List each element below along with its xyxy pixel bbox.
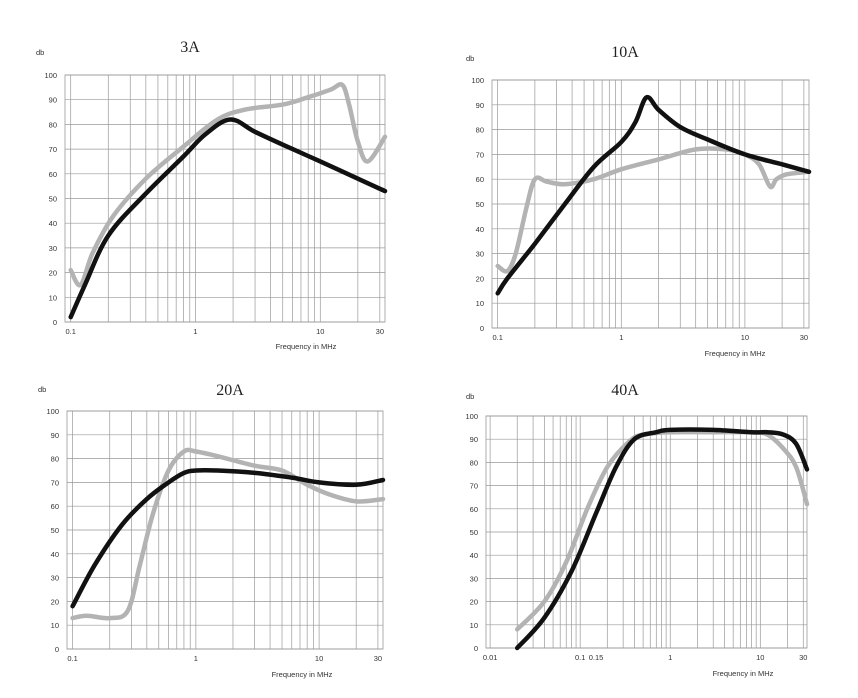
x-tick-label: 30	[799, 653, 807, 662]
y-tick-label: 20	[51, 597, 59, 606]
y-tick-label: 60	[49, 170, 57, 179]
x-axis-label: Frequency in MHz	[705, 349, 766, 358]
series-line	[495, 94, 812, 296]
y-tick-label: 10	[49, 293, 57, 302]
x-tick-label: 10	[756, 653, 764, 662]
plot-grid	[66, 410, 384, 650]
plot-frame	[491, 79, 810, 329]
x-tick-label: 1	[194, 654, 198, 663]
y-tick-label: 40	[476, 225, 484, 234]
y-tick-label: 90	[49, 96, 57, 105]
plot-frame	[485, 415, 808, 649]
y-tick-label: 30	[51, 574, 59, 583]
series-line	[68, 117, 388, 320]
chart-title: 40A	[611, 382, 639, 399]
plot-grid	[491, 79, 810, 329]
y-tick-label: 0	[474, 644, 478, 653]
plot-frame	[64, 74, 386, 323]
x-axis-label: Frequency in MHz	[713, 669, 774, 678]
x-tick-label: 30	[800, 333, 808, 342]
x-tick-label: 10	[741, 333, 749, 342]
x-tick-label: 1	[668, 653, 672, 662]
y-tick-label: 30	[470, 574, 478, 583]
y-tick-label: 70	[51, 478, 59, 487]
y-tick-label: 40	[51, 550, 59, 559]
x-tick-label: 1	[619, 333, 623, 342]
x-tick-label: 1	[193, 327, 197, 336]
y-tick-label: 0	[55, 645, 59, 654]
y-tick-label: 80	[51, 455, 59, 464]
y-tick-label: 20	[476, 274, 484, 283]
y-tick-label: 0	[53, 318, 57, 327]
y-tick-label: 0	[480, 324, 484, 333]
y-tick-label: 60	[51, 502, 59, 511]
y-axis-unit: db	[38, 385, 46, 394]
plot-grid	[64, 74, 386, 323]
series-line	[70, 467, 386, 609]
y-tick-label: 20	[49, 269, 57, 278]
y-tick-label: 10	[51, 621, 59, 630]
y-tick-label: 70	[470, 482, 478, 491]
chart-40A: 40A db Frequency in MHz 0 10 20 30 40 50 60 70 8…	[465, 382, 810, 678]
y-tick-label: 90	[470, 435, 478, 444]
y-tick-label: 60	[476, 175, 484, 184]
y-tick-label: 30	[476, 250, 484, 259]
y-axis-unit: db	[466, 392, 474, 401]
y-tick-label: 100	[471, 76, 484, 85]
x-tick-label: 30	[376, 327, 384, 336]
y-tick-label: 90	[476, 101, 484, 110]
series-line	[68, 82, 388, 288]
y-tick-label: 100	[465, 412, 478, 421]
plot-frame	[66, 410, 384, 650]
chart-3A: 3A db Frequency in MHz 0 10 20 30 40 50 60 70 80…	[36, 39, 388, 351]
x-axis-label: Frequency in MHz	[272, 670, 333, 679]
y-tick-label: 40	[49, 219, 57, 228]
y-tick-label: 50	[49, 195, 57, 204]
y-tick-label: 10	[476, 299, 484, 308]
x-tick-label: 0.1	[65, 327, 75, 336]
y-tick-label: 10	[470, 621, 478, 630]
x-tick-label: 10	[316, 327, 324, 336]
y-tick-label: 70	[476, 150, 484, 159]
series-line	[514, 427, 810, 651]
y-tick-label: 40	[470, 551, 478, 560]
series-line	[70, 447, 386, 621]
x-axis-label: Frequency in MHz	[276, 342, 337, 351]
chart-10A: 10A db Frequency in MHz 0 10 20 30 40 50 60 70 8…	[466, 44, 812, 358]
y-tick-label: 30	[49, 244, 57, 253]
x-tick-label: 0.1	[575, 653, 585, 662]
x-tick-label: 0.1	[67, 654, 77, 663]
chart-title: 10A	[611, 44, 639, 61]
y-tick-label: 80	[476, 126, 484, 135]
y-tick-label: 50	[470, 528, 478, 537]
series-line	[514, 429, 810, 632]
y-axis-unit: db	[466, 54, 474, 63]
y-tick-label: 20	[470, 598, 478, 607]
y-tick-label: 80	[470, 458, 478, 467]
y-tick-label: 60	[470, 505, 478, 514]
y-axis-unit: db	[36, 48, 44, 57]
y-tick-label: 70	[49, 145, 57, 154]
chart-title: 20A	[216, 382, 244, 399]
y-tick-label: 100	[46, 407, 59, 416]
chart-title: 3A	[180, 39, 200, 56]
y-tick-label: 80	[49, 120, 57, 129]
x-tick-label: 0.01	[483, 653, 498, 662]
x-tick-label: 0.15	[589, 653, 604, 662]
y-tick-label: 50	[51, 526, 59, 535]
y-tick-label: 50	[476, 200, 484, 209]
chart-20A: 20A db Frequency in MHz 0 10 20 30 40 50 60 70 8…	[38, 382, 386, 679]
x-tick-label: 30	[374, 654, 382, 663]
x-tick-label: 10	[315, 654, 323, 663]
x-tick-label: 0.1	[492, 333, 502, 342]
y-tick-label: 90	[51, 431, 59, 440]
y-tick-label: 100	[44, 71, 57, 80]
series-line	[495, 146, 812, 274]
